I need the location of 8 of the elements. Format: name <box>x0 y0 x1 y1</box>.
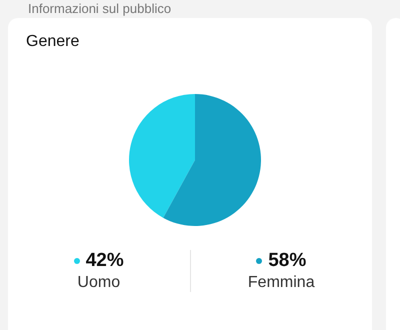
legend-label: Uomo <box>76 274 122 292</box>
data-label: 42% <box>86 250 124 272</box>
data-label: 58% <box>268 250 306 272</box>
pie-slice <box>163 94 261 226</box>
chart-title: Genere <box>26 33 80 51</box>
legend-label: Femmina <box>246 274 316 292</box>
pie-slice <box>129 94 195 218</box>
text: Informazioni sul pubblico <box>28 1 172 16</box>
